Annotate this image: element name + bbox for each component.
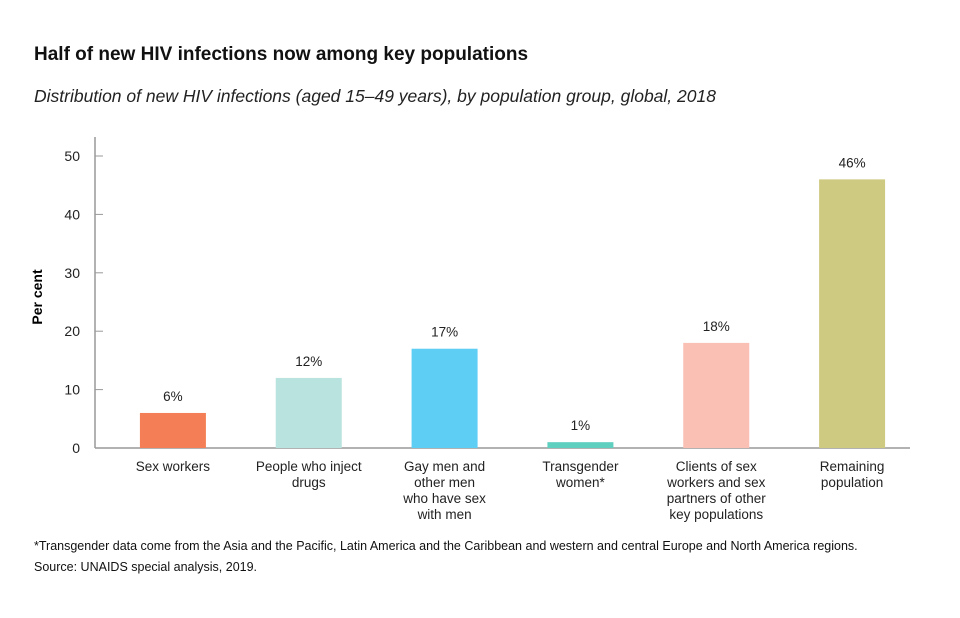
data-label: 12% xyxy=(295,354,322,369)
bar xyxy=(139,412,206,448)
bar xyxy=(411,348,478,448)
y-tick-label: 20 xyxy=(64,323,80,339)
y-tick-label: 0 xyxy=(72,440,80,456)
y-tick-label: 40 xyxy=(64,206,80,222)
data-label: 18% xyxy=(703,319,730,334)
data-label: 6% xyxy=(163,389,183,404)
y-tick-label: 10 xyxy=(64,382,80,398)
bar xyxy=(683,342,750,448)
x-tick-label: Remaining population xyxy=(820,459,885,490)
bar xyxy=(275,377,342,448)
y-tick-label: 50 xyxy=(64,148,80,164)
x-tick-label: Gay men and other men who have sex with men xyxy=(402,459,486,522)
y-axis-label: Per cent xyxy=(29,269,45,325)
x-tick-label: Clients of sex workers and sex partners of… xyxy=(666,459,766,522)
y-tick-label: 30 xyxy=(64,265,80,281)
data-label: 17% xyxy=(431,325,458,340)
bar xyxy=(819,179,886,449)
footnote-source: Source: UNAIDS special analysis, 2019. xyxy=(34,560,258,574)
footnote-transgender: *Transgender data come from the Asia and… xyxy=(34,539,858,553)
bar xyxy=(547,442,614,448)
chart-title: Half of new HIV infections now among key… xyxy=(34,44,529,65)
data-label: 46% xyxy=(839,155,866,170)
x-tick-label: Transgender women* xyxy=(542,459,619,490)
data-label: 1% xyxy=(571,418,591,433)
x-tick-label: Sex workers xyxy=(136,459,211,474)
chart-subtitle: Distribution of new HIV infections (aged… xyxy=(34,86,716,106)
x-tick-label: People who inject drugs xyxy=(256,459,362,490)
